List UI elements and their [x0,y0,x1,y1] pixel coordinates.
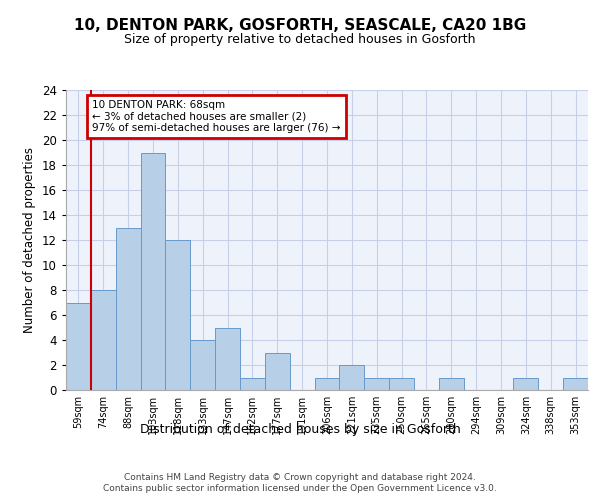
Bar [563,378,588,390]
Bar [314,378,340,390]
Bar [364,378,389,390]
Bar [66,302,91,390]
Bar [240,378,265,390]
Text: 10, DENTON PARK, GOSFORTH, SEASCALE, CA20 1BG: 10, DENTON PARK, GOSFORTH, SEASCALE, CA2… [74,18,526,32]
Bar [91,290,116,390]
Bar [265,352,290,390]
Bar [215,328,240,390]
Text: 10 DENTON PARK: 68sqm
← 3% of detached houses are smaller (2)
97% of semi-detach: 10 DENTON PARK: 68sqm ← 3% of detached h… [92,100,341,133]
Text: Contains HM Land Registry data © Crown copyright and database right 2024.: Contains HM Land Registry data © Crown c… [124,472,476,482]
Text: Size of property relative to detached houses in Gosforth: Size of property relative to detached ho… [124,32,476,46]
Text: Distribution of detached houses by size in Gosforth: Distribution of detached houses by size … [140,422,460,436]
Y-axis label: Number of detached properties: Number of detached properties [23,147,37,333]
Bar [166,240,190,390]
Bar [340,365,364,390]
Text: Contains public sector information licensed under the Open Government Licence v3: Contains public sector information licen… [103,484,497,493]
Bar [116,228,140,390]
Bar [190,340,215,390]
Bar [514,378,538,390]
Bar [140,152,166,390]
Bar [389,378,414,390]
Bar [439,378,464,390]
